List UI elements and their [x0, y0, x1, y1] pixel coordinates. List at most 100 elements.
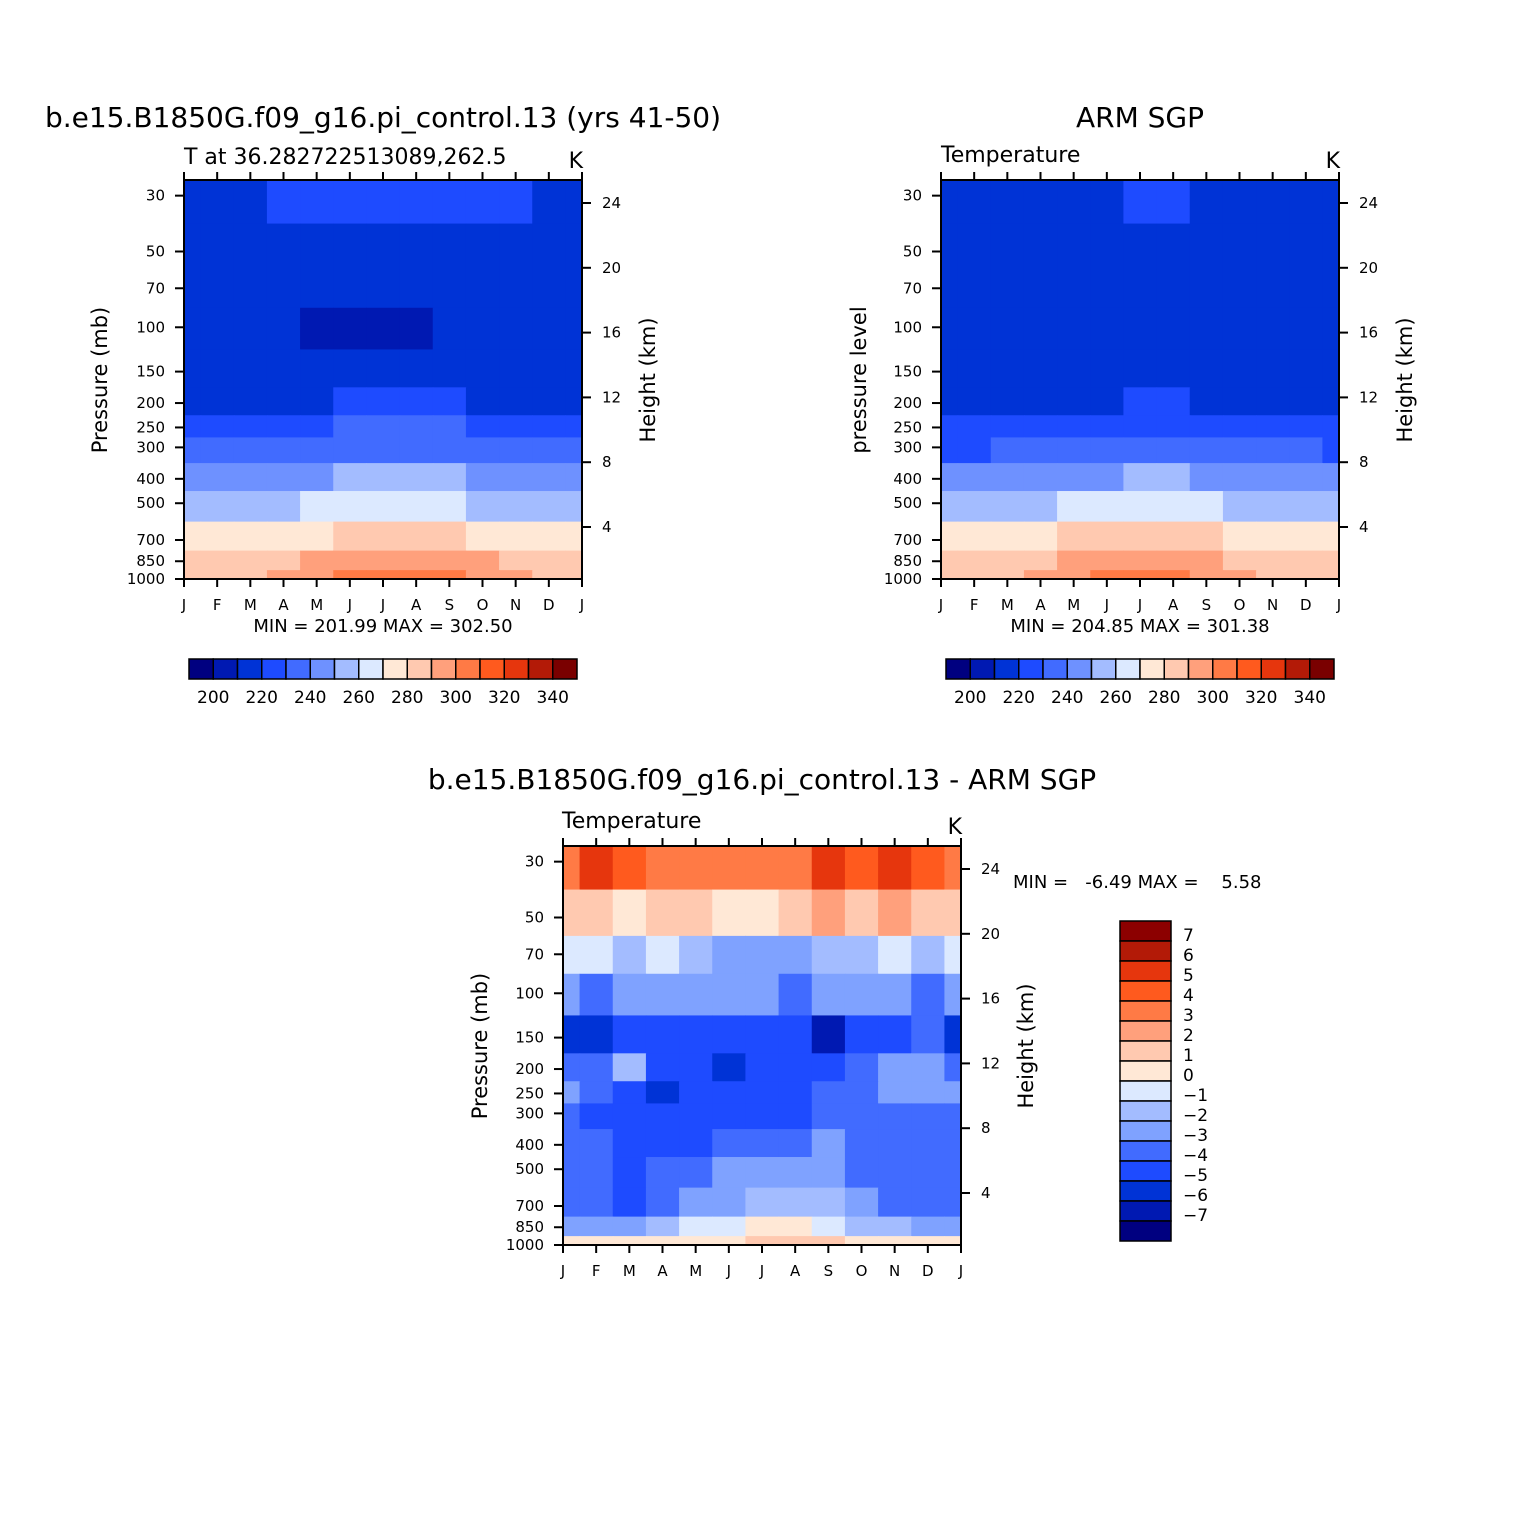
data-cell	[778, 846, 813, 891]
data-cell	[233, 570, 268, 579]
data-cell	[565, 349, 582, 388]
x-tick-label: D	[1300, 596, 1312, 614]
data-cell	[612, 973, 647, 1017]
data-cell	[612, 1103, 647, 1130]
y-tick-label: 400	[136, 470, 165, 488]
data-cell	[1256, 223, 1290, 271]
colorbar-label: 1	[1183, 1046, 1194, 1066]
data-cell	[333, 521, 368, 552]
y-tick-label: 300	[136, 438, 165, 456]
data-cell	[1023, 491, 1058, 523]
data-cell	[1189, 521, 1224, 552]
x-tick-label: M	[310, 596, 323, 614]
data-cell	[1256, 387, 1290, 416]
x-tick-label: M	[244, 596, 257, 614]
data-cell	[811, 1081, 846, 1105]
height-tick-label: 16	[602, 324, 621, 342]
colorbar-box	[969, 658, 996, 680]
data-cell	[1289, 307, 1324, 351]
data-cell	[911, 1157, 946, 1189]
data-cell	[432, 550, 467, 571]
height-tick-label: 4	[981, 1184, 991, 1202]
y-tick-label: 1000	[127, 570, 165, 588]
data-cell	[1057, 437, 1091, 464]
data-cell	[233, 223, 268, 271]
data-cell	[366, 521, 401, 552]
data-cell	[499, 387, 533, 416]
data-cell	[957, 415, 992, 439]
data-cell	[745, 1216, 780, 1237]
data-cell	[844, 1103, 879, 1130]
panel-model-stats: MIN = 201.99 MAX = 302.50	[253, 616, 512, 637]
data-cell	[233, 269, 268, 309]
data-cell	[745, 1053, 780, 1082]
y-tick-label: 1000	[884, 570, 922, 588]
y-tick-label: 70	[146, 279, 165, 297]
data-cell	[957, 180, 992, 225]
colorbar-box	[1119, 920, 1172, 942]
data-cell	[679, 889, 713, 937]
data-cell	[778, 1157, 813, 1189]
panel-diff-left-axis-label: Pressure (mb)	[468, 973, 492, 1120]
data-cell	[645, 1015, 680, 1054]
x-tick-label: M	[1001, 596, 1014, 614]
panel-model-colorbar: 200 220 240 260 280 300 320 340	[188, 658, 578, 708]
data-cell	[233, 491, 268, 523]
data-cell	[366, 437, 401, 464]
data-cell	[1222, 521, 1257, 552]
data-cell	[233, 387, 268, 416]
data-cell	[266, 570, 301, 579]
data-cell	[399, 349, 434, 388]
data-cell	[944, 846, 961, 891]
y-tick-label: 500	[136, 494, 165, 512]
data-cell	[565, 180, 582, 225]
data-cell	[1123, 463, 1158, 492]
data-cell	[565, 269, 582, 309]
data-cell	[645, 1053, 680, 1082]
data-cell	[184, 550, 202, 571]
data-cell	[645, 935, 680, 975]
data-cell	[1189, 570, 1224, 579]
data-cell	[944, 1129, 961, 1158]
data-cell	[563, 1187, 581, 1218]
data-cell	[366, 180, 401, 225]
data-cell	[941, 521, 959, 552]
colorbar-box	[1309, 658, 1335, 680]
data-cell	[944, 1053, 961, 1082]
data-cell	[333, 223, 368, 271]
data-cell	[944, 1236, 961, 1245]
data-cell	[532, 307, 567, 351]
data-cell	[778, 1081, 813, 1105]
data-cell	[333, 180, 368, 225]
data-cell	[532, 437, 567, 464]
data-cell	[712, 1129, 747, 1158]
data-cell	[366, 550, 401, 571]
data-cell	[200, 307, 235, 351]
data-cell	[844, 1157, 879, 1189]
data-cell	[432, 463, 467, 492]
data-cell	[1023, 307, 1058, 351]
data-cell	[499, 570, 533, 579]
data-cell	[184, 223, 202, 271]
height-tick-label: 20	[602, 259, 621, 277]
colorbar-label: −2	[1183, 1106, 1208, 1126]
data-cell	[1289, 550, 1324, 571]
x-tick-label: M	[623, 1262, 636, 1280]
x-tick-label: J	[380, 596, 385, 614]
data-cell	[778, 1129, 813, 1158]
panel-model-plot: J F M A M J J A S O N D J 30 50 70 100 150 200 250 300 400 500…	[127, 172, 621, 614]
data-cell	[465, 349, 500, 388]
data-cell	[266, 349, 301, 388]
data-cell	[184, 463, 202, 492]
data-cell	[1156, 387, 1191, 416]
y-tick-label: 700	[893, 531, 922, 549]
data-cell	[465, 521, 500, 552]
data-cell	[432, 387, 467, 416]
data-cell	[944, 1103, 961, 1130]
data-cell	[200, 415, 235, 439]
data-cell	[465, 223, 500, 271]
data-cell	[184, 387, 202, 416]
data-cell	[184, 180, 202, 225]
data-cell	[645, 1187, 680, 1218]
data-cell	[941, 415, 959, 439]
